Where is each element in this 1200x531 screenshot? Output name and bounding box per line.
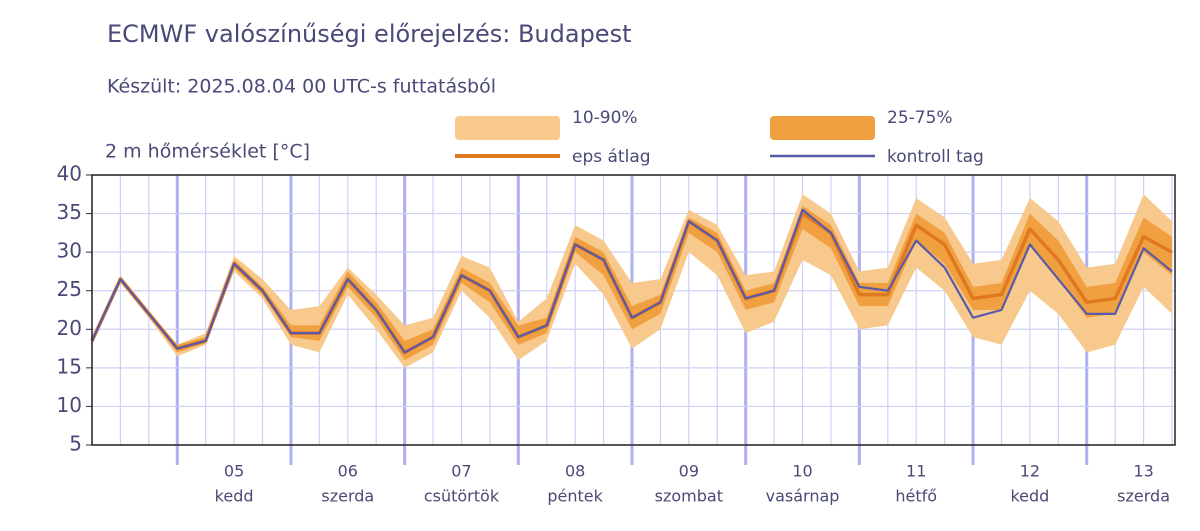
y-tick-label: 10 [57, 393, 82, 417]
line [91, 208, 1173, 354]
x-tick-sublabel: hétfő [895, 487, 937, 506]
x-tick-label: 09 [679, 462, 699, 481]
x-tick-label: 08 [565, 462, 585, 481]
x-tick-label: 11 [906, 462, 926, 481]
x-tick-label: 07 [451, 462, 471, 481]
x-tick-label: 13 [1133, 462, 1153, 481]
x-tick-sublabel: kedd [215, 487, 254, 506]
plot: 5 10 15 20 25 30 35 40 05 kedd 06 szerda 07 csütörtök… [57, 108, 1176, 506]
x-tick-label: 12 [1020, 462, 1040, 481]
y-tick-label: 30 [57, 239, 82, 263]
y-axis-label: 2 m hőmérséklet [°C] [105, 141, 310, 163]
chart-title: ECMWF valószínűségi előrejelzés: Budapes… [107, 20, 631, 48]
x-tick-sublabel: csütörtök [424, 487, 500, 506]
y-tick-label: 5 [69, 432, 82, 456]
y-tick-label: 35 [57, 200, 82, 224]
x-tick-sublabel: kedd [1010, 487, 1049, 506]
x-tick-label: 06 [338, 462, 358, 481]
y-tick-label: 40 [57, 162, 82, 186]
y-tick-label: 25 [57, 277, 82, 301]
y-tick-label: 20 [57, 316, 82, 340]
band [92, 194, 1172, 368]
plot-border [91, 174, 1176, 446]
x-tick-sublabel: szerda [1117, 487, 1170, 506]
x-tick-sublabel: szerda [321, 487, 374, 506]
y-tick-label: 15 [57, 354, 82, 378]
x-tick-label: 05 [224, 462, 244, 481]
legend-swatch [770, 116, 875, 140]
x-tick-label: 10 [792, 462, 812, 481]
legend-label: kontroll tag [887, 147, 984, 167]
legend-label: 25-75% [887, 108, 953, 128]
legend-label: eps átlag [572, 147, 651, 167]
x-tick-sublabel: péntek [547, 487, 603, 506]
legend-swatch [455, 116, 560, 140]
chart-subtitle: Készült: 2025.08.04 00 UTC-s futtatásból [107, 76, 496, 98]
band [92, 205, 1172, 361]
x-tick-sublabel: szombat [655, 487, 723, 506]
x-tick-sublabel: vasárnap [766, 487, 840, 506]
legend-label: 10-90% [572, 108, 638, 128]
